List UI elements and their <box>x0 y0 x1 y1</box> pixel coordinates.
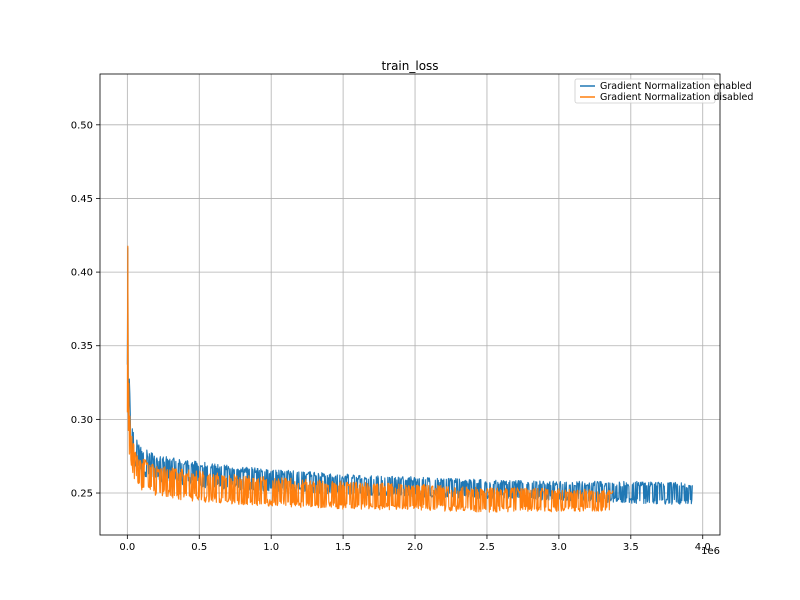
x-axis-ticks: 0.0 0.5 1.0 1.5 2.0 2.5 3.0 3.5 4.0 <box>119 535 711 553</box>
y-tick-label: 0.25 <box>71 489 93 500</box>
legend-label: Gradient Normalization disabled <box>600 92 753 103</box>
series-line-gradnorm-disabled <box>126 245 614 513</box>
y-tick-label: 0.50 <box>71 120 93 131</box>
legend-box <box>574 78 716 104</box>
y-axis-ticks: 0.25 0.30 0.35 0.40 0.45 0.50 <box>71 120 100 500</box>
x-tick-label: 4.0 <box>695 542 711 553</box>
series-line-gradnorm-enabled <box>126 247 693 505</box>
x-tick-label: 0.0 <box>119 542 135 553</box>
x-tick-label: 2.5 <box>479 542 495 553</box>
series-layer <box>126 245 693 513</box>
y-tick-label: 0.30 <box>71 415 93 426</box>
y-tick-label: 0.40 <box>71 268 93 279</box>
x-tick-label: 3.0 <box>551 542 567 553</box>
x-tick-label: 1.0 <box>263 542 279 553</box>
plot-frame <box>99 73 721 536</box>
chart-title: train_loss <box>381 59 438 73</box>
y-tick-label: 0.45 <box>71 194 93 205</box>
y-tick-label: 0.35 <box>71 341 93 352</box>
x-tick-label: 2.0 <box>407 542 423 553</box>
x-tick-label: 0.5 <box>191 542 207 553</box>
x-axis-offset-label: 1e6 <box>701 546 720 557</box>
x-tick-label: 1.5 <box>335 542 351 553</box>
legend-label: Gradient Normalization enabled <box>600 81 752 92</box>
x-tick-label: 3.5 <box>623 542 639 553</box>
